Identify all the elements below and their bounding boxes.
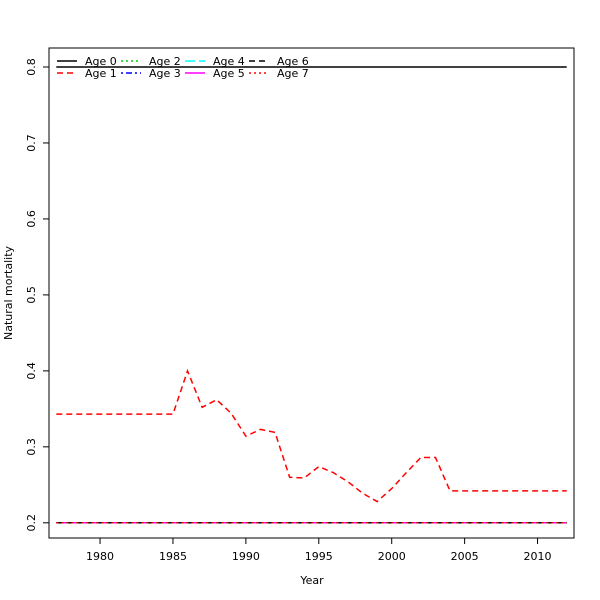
series-layer	[56, 66, 567, 524]
y-tick-label: 0.8	[25, 58, 38, 76]
series-line-age-1	[56, 368, 567, 503]
y-tick-label: 0.6	[25, 210, 38, 228]
x-tick-label: 2010	[524, 550, 552, 563]
legend-item-age-0: Age 0	[57, 55, 117, 68]
y-tick-label: 0.5	[25, 286, 38, 304]
legend-item-age-7: Age 7	[249, 67, 309, 80]
x-tick-label: 1995	[305, 550, 333, 563]
legend-label: Age 6	[277, 55, 309, 68]
y-tick-label: 0.3	[25, 438, 38, 456]
y-tick-label: 0.7	[25, 134, 38, 152]
legend-item-age-2: Age 2	[121, 55, 181, 68]
x-tick-label: 2000	[378, 550, 406, 563]
legend-label: Age 0	[85, 55, 117, 68]
y-axis-title: Natural mortality	[2, 245, 15, 340]
legend-item-age-4: Age 4	[185, 55, 245, 68]
x-axis: 1980 1985 1990 1995 2000 2005 2010	[86, 537, 552, 563]
x-tick-label: 1985	[159, 550, 187, 563]
legend-label: Age 5	[213, 67, 245, 80]
legend-label: Age 7	[277, 67, 309, 80]
y-axis: 0.2 0.3 0.4 0.5 0.6 0.7 0.8	[25, 58, 50, 532]
legend-item-age-3: Age 3	[121, 67, 181, 80]
legend-item-age-1: Age 1	[57, 67, 117, 80]
legend-item-age-5: Age 5	[185, 67, 245, 80]
x-tick-label: 1990	[232, 550, 260, 563]
legend-label: Age 2	[149, 55, 181, 68]
x-axis-title: Year	[299, 574, 324, 587]
legend-label: Age 3	[149, 67, 181, 80]
legend-item-age-6: Age 6	[249, 55, 309, 68]
x-tick-label: 2005	[451, 550, 479, 563]
y-tick-label: 0.2	[25, 514, 38, 532]
x-tick-label: 1980	[86, 550, 114, 563]
legend-label: Age 1	[85, 67, 117, 80]
legend-label: Age 4	[213, 55, 245, 68]
y-tick-label: 0.4	[25, 362, 38, 380]
